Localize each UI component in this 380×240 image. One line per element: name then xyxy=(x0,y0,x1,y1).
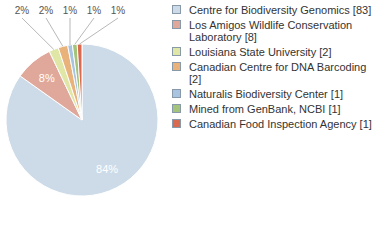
html-text:Louisiana State University [2]: Louisiana State University [2] xyxy=(189,46,332,58)
html-text:Naturalis Biodiversity Center: Naturalis Biodiversity Center [1] xyxy=(189,88,344,100)
svg-text:1%: 1% xyxy=(111,5,126,16)
html-text:Canadian Food Inspection Agenc: Canadian Food Inspection Agency [1] xyxy=(189,118,372,130)
svg-text:84%: 84% xyxy=(96,163,118,175)
html-text:Canadian Centre for DNA Barcod: Canadian Centre for DNA Barcoding [2] xyxy=(189,61,367,85)
svg-text:1%: 1% xyxy=(87,5,102,16)
svg-text:1%: 1% xyxy=(63,5,78,16)
html-text:Mined from GenBank, NCBI [1]: Mined from GenBank, NCBI [1] xyxy=(189,103,341,115)
html-text:Los Amigos Wildlife Conservati: Los Amigos Wildlife Conservation Laborat… xyxy=(189,19,353,43)
html-text:Centre for Biodiversity Genomi: Centre for Biodiversity Genomics [83] xyxy=(189,4,372,16)
svg-text:2%: 2% xyxy=(39,5,54,16)
svg-text:2%: 2% xyxy=(15,5,30,16)
svg-text:8%: 8% xyxy=(39,72,55,84)
